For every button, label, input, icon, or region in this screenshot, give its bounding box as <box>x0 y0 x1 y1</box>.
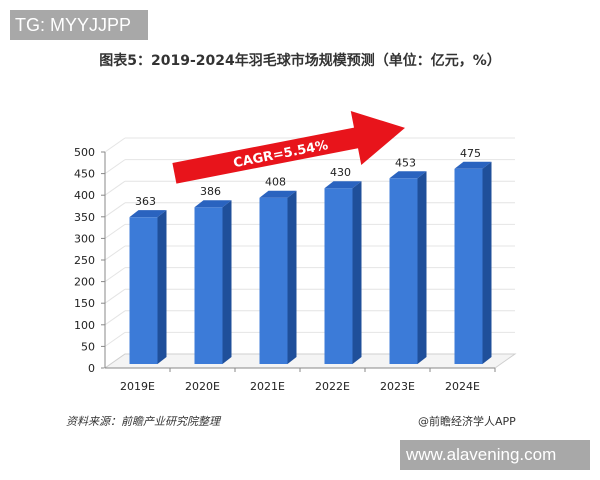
y-tick-label: 150 <box>74 297 95 310</box>
y-tick-label: 400 <box>74 189 95 202</box>
data-label: 363 <box>135 195 156 208</box>
y-tick-label: 100 <box>74 319 95 332</box>
y-tick-label: 450 <box>74 168 95 181</box>
bar-top <box>259 190 297 198</box>
y-tick-label: 50 <box>81 340 95 353</box>
data-label: 475 <box>460 147 481 160</box>
data-label: 453 <box>395 156 416 169</box>
data-label: 386 <box>200 185 221 198</box>
bar <box>324 188 353 364</box>
bar-side <box>287 190 297 364</box>
brand-credit: @前瞻经济学人APP <box>418 415 516 428</box>
bar-side <box>417 171 427 364</box>
x-tick-label: 2023E <box>380 380 415 393</box>
bar-side <box>157 210 167 364</box>
bar <box>259 197 288 364</box>
y-tick-label: 350 <box>74 211 95 224</box>
x-tick-label: 2019E <box>120 380 155 393</box>
watermark-top: TG: MYYJJPP <box>10 10 148 40</box>
data-label: 430 <box>330 166 351 179</box>
y-tick-label: 500 <box>74 146 95 159</box>
bar <box>454 168 483 364</box>
bar <box>194 207 223 364</box>
x-tick-label: 2020E <box>185 380 220 393</box>
bar <box>129 217 158 364</box>
bar-side <box>352 181 362 364</box>
source-note: 资料来源：前瞻产业研究院整理 <box>66 415 220 428</box>
bar <box>389 178 418 364</box>
y-tick-label: 300 <box>74 232 95 245</box>
bar-top <box>194 200 232 208</box>
bar-top <box>324 181 362 189</box>
bar-top <box>389 171 427 179</box>
data-label: 408 <box>265 176 286 189</box>
y-tick-label: 200 <box>74 276 95 289</box>
y-tick-label: 0 <box>88 362 95 375</box>
bar-top <box>454 161 492 169</box>
y-tick-label: 250 <box>74 254 95 267</box>
watermark-bottom: www.alavening.com <box>400 440 590 470</box>
chart-title: 图表5：2019-2024年羽毛球市场规模预测（单位：亿元，%） <box>99 53 501 69</box>
bar-top <box>129 210 167 218</box>
x-tick-label: 2024E <box>445 380 480 393</box>
bar-side <box>222 200 232 364</box>
x-tick-label: 2022E <box>315 380 350 393</box>
x-tick-label: 2021E <box>250 380 285 393</box>
bar-side <box>482 161 492 364</box>
